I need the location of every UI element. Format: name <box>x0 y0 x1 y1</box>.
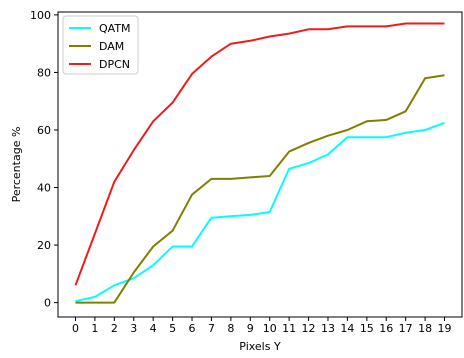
series-line-dam <box>75 74 445 304</box>
x-tick-label: 10 <box>263 322 277 335</box>
y-tick-label: 20 <box>37 239 51 252</box>
x-tick-label: 1 <box>91 322 98 335</box>
x-tick-label: 5 <box>169 322 176 335</box>
x-tick-label: 7 <box>208 322 215 335</box>
series-line-qatm <box>75 121 445 303</box>
y-tick-label: 80 <box>37 66 51 79</box>
series-lines <box>74 22 445 304</box>
x-tick-label: 12 <box>302 322 316 335</box>
x-tick-label: 4 <box>150 322 157 335</box>
x-tick-label: 19 <box>438 322 452 335</box>
y-tick-label: 0 <box>44 297 51 310</box>
axis-ticks: 0 1 2 3 4 5 6 7 8 9 10 11 12 13 14 15 16 17 18 190204060801… <box>30 9 452 335</box>
legend-box <box>62 15 139 75</box>
series-line-dpcn <box>74 22 445 286</box>
x-axis-label: Pixels Y <box>239 340 281 353</box>
x-tick-label: 9 <box>247 322 254 335</box>
y-tick-label: 60 <box>37 124 51 137</box>
x-tick-label: 14 <box>340 322 354 335</box>
legend: QATM DAM DPCN <box>62 15 139 75</box>
y-tick-label: 100 <box>30 9 51 22</box>
x-tick-label: 15 <box>360 322 374 335</box>
x-tick-label: 0 <box>72 322 79 335</box>
x-tick-label: 18 <box>418 322 432 335</box>
x-tick-label: 3 <box>130 322 137 335</box>
x-tick-label: 6 <box>189 322 196 335</box>
x-tick-label: 11 <box>282 322 296 335</box>
x-tick-label: 8 <box>227 322 234 335</box>
legend-label-dpcn: DPCN <box>99 58 130 71</box>
x-tick-label: 17 <box>399 322 413 335</box>
x-tick-label: 13 <box>321 322 335 335</box>
legend-label-dam: DAM <box>99 40 124 53</box>
plot-frame <box>57 11 463 318</box>
y-tick-label: 40 <box>37 182 51 195</box>
x-tick-label: 2 <box>111 322 118 335</box>
y-axis-label: Percentage % <box>10 127 23 203</box>
x-tick-label: 16 <box>379 322 393 335</box>
legend-label-qatm: QATM <box>99 22 131 35</box>
